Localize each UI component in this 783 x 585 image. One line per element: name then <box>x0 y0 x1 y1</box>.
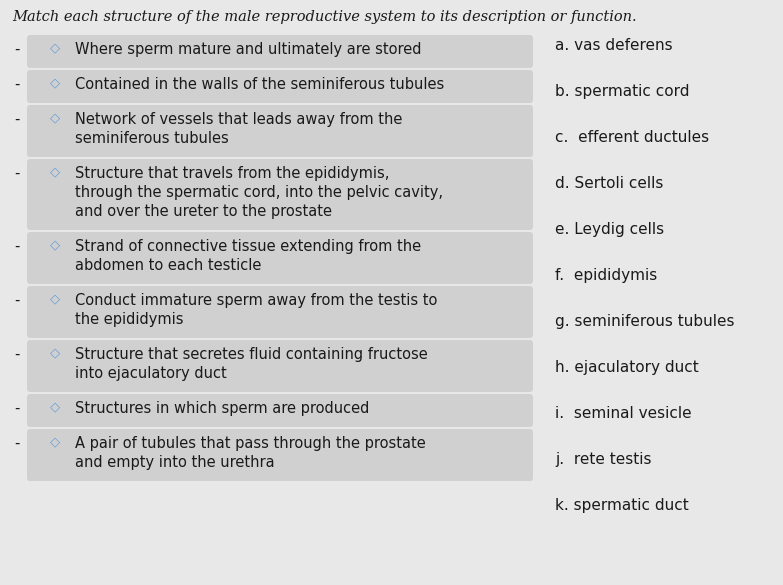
Text: ◇: ◇ <box>50 165 60 178</box>
Text: a. vas deferens: a. vas deferens <box>555 38 673 53</box>
Text: seminiferous tubules: seminiferous tubules <box>75 131 229 146</box>
Text: Network of vessels that leads away from the: Network of vessels that leads away from … <box>75 112 402 127</box>
Text: ◇: ◇ <box>50 41 60 54</box>
Text: c.  efferent ductules: c. efferent ductules <box>555 130 709 145</box>
Text: b. spermatic cord: b. spermatic cord <box>555 84 690 99</box>
Text: f.  epididymis: f. epididymis <box>555 268 657 283</box>
FancyBboxPatch shape <box>27 394 533 427</box>
Text: A pair of tubules that pass through the prostate: A pair of tubules that pass through the … <box>75 436 426 451</box>
Text: -: - <box>14 401 20 416</box>
FancyBboxPatch shape <box>27 105 533 157</box>
Text: d. Sertoli cells: d. Sertoli cells <box>555 176 663 191</box>
Text: Conduct immature sperm away from the testis to: Conduct immature sperm away from the tes… <box>75 293 438 308</box>
Text: -: - <box>14 436 20 451</box>
Text: -: - <box>14 293 20 308</box>
Text: -: - <box>14 239 20 254</box>
Text: Strand of connective tissue extending from the: Strand of connective tissue extending fr… <box>75 239 421 254</box>
Text: and empty into the urethra: and empty into the urethra <box>75 455 275 470</box>
Text: -: - <box>14 112 20 127</box>
Text: e. Leydig cells: e. Leydig cells <box>555 222 664 237</box>
Text: ◇: ◇ <box>50 346 60 359</box>
FancyBboxPatch shape <box>27 429 533 481</box>
Text: g. seminiferous tubules: g. seminiferous tubules <box>555 314 734 329</box>
FancyBboxPatch shape <box>27 340 533 392</box>
Text: -: - <box>14 347 20 362</box>
Text: j.  rete testis: j. rete testis <box>555 452 651 467</box>
Text: ◇: ◇ <box>50 400 60 413</box>
FancyBboxPatch shape <box>27 35 533 68</box>
Text: -: - <box>14 77 20 92</box>
Text: Structure that secretes fluid containing fructose: Structure that secretes fluid containing… <box>75 347 428 362</box>
Text: h. ejaculatory duct: h. ejaculatory duct <box>555 360 698 375</box>
FancyBboxPatch shape <box>27 159 533 230</box>
Text: Contained in the walls of the seminiferous tubules: Contained in the walls of the seminifero… <box>75 77 444 92</box>
Text: and over the ureter to the prostate: and over the ureter to the prostate <box>75 204 332 219</box>
Text: -: - <box>14 42 20 57</box>
Text: Structures in which sperm are produced: Structures in which sperm are produced <box>75 401 370 416</box>
FancyBboxPatch shape <box>27 232 533 284</box>
Text: ◇: ◇ <box>50 76 60 89</box>
Text: ◇: ◇ <box>50 238 60 251</box>
Text: Match each structure of the male reproductive system to its description or funct: Match each structure of the male reprodu… <box>12 10 637 24</box>
Text: ◇: ◇ <box>50 292 60 305</box>
FancyBboxPatch shape <box>27 286 533 338</box>
Text: i.  seminal vesicle: i. seminal vesicle <box>555 406 691 421</box>
Text: Structure that travels from the epididymis,: Structure that travels from the epididym… <box>75 166 389 181</box>
FancyBboxPatch shape <box>27 70 533 103</box>
Text: the epididymis: the epididymis <box>75 312 183 327</box>
Text: Where sperm mature and ultimately are stored: Where sperm mature and ultimately are st… <box>75 42 421 57</box>
Text: k. spermatic duct: k. spermatic duct <box>555 498 689 513</box>
Text: ◇: ◇ <box>50 111 60 124</box>
Text: through the spermatic cord, into the pelvic cavity,: through the spermatic cord, into the pel… <box>75 185 443 200</box>
Text: -: - <box>14 166 20 181</box>
Text: abdomen to each testicle: abdomen to each testicle <box>75 258 262 273</box>
Text: into ejaculatory duct: into ejaculatory duct <box>75 366 227 381</box>
Text: ◇: ◇ <box>50 435 60 448</box>
